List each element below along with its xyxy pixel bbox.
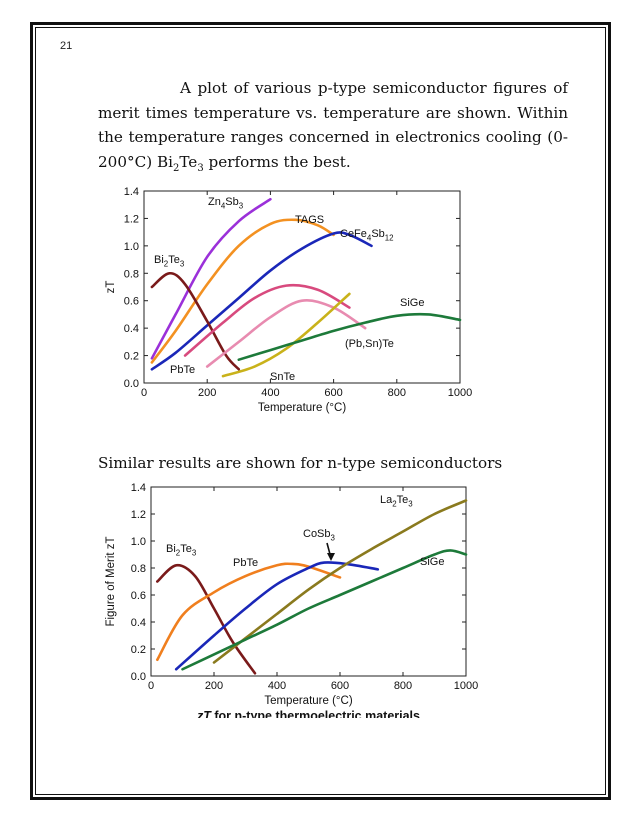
y-tick-label: 0.0 xyxy=(124,378,139,390)
plot-frame xyxy=(150,486,467,677)
x-tick-label: 1000 xyxy=(454,680,478,692)
series-line-zn4sb3 xyxy=(150,197,272,360)
y-tick-label: 1.2 xyxy=(124,213,139,225)
series-line-sige xyxy=(181,549,468,671)
chart-title: zT for n-type thermoelectric materials xyxy=(196,709,420,718)
y-tick-label: 1.4 xyxy=(131,482,146,494)
series-line-cosb3 xyxy=(174,561,380,671)
x-tick-label: 600 xyxy=(324,387,342,399)
x-tick-label: 0 xyxy=(141,387,147,399)
paragraph-text-end: performs the best. xyxy=(203,152,351,171)
y-tick-label: 0.4 xyxy=(124,323,139,335)
y-tick-label: 1.4 xyxy=(124,186,139,198)
x-tick-label: 400 xyxy=(268,680,286,692)
y-tick-label: 1.0 xyxy=(124,241,139,253)
cosb3-arrow-head xyxy=(327,553,335,561)
x-tick-label: 1000 xyxy=(448,387,472,399)
series-label-cosb3: CoSb3 xyxy=(303,528,336,542)
y-tick-label: 0.8 xyxy=(131,563,146,575)
x-tick-label: 0 xyxy=(148,680,154,692)
page-border-inner xyxy=(35,27,606,795)
page-border-outer xyxy=(30,22,611,800)
y-axis-label: Figure of Merit zT xyxy=(105,536,117,626)
series-line-sige xyxy=(237,312,462,361)
x-tick-label: 600 xyxy=(331,680,349,692)
paragraph-text-mid: Te xyxy=(179,152,198,171)
y-tick-label: 1.0 xyxy=(131,536,146,548)
series-line-pbte xyxy=(183,283,351,357)
series-line-pbte xyxy=(156,562,342,662)
x-tick-label: 800 xyxy=(394,680,412,692)
x-tick-label: 200 xyxy=(205,680,223,692)
series-line-bi2te3 xyxy=(150,271,241,371)
series-label-cefe4sb12: CeFe4Sb12 xyxy=(340,228,394,242)
y-tick-label: 0.6 xyxy=(131,590,146,602)
y-tick-label: 0.8 xyxy=(124,268,139,280)
series-label-sige: SiGe xyxy=(420,556,444,568)
series-label-pbte: PbTe xyxy=(233,557,258,569)
series-label-bi2te3: Bi2Te3 xyxy=(154,254,185,268)
series-label-la2te3: La2Te3 xyxy=(380,494,413,508)
series-label-tags: TAGS xyxy=(295,214,324,226)
series-label-pbte: PbTe xyxy=(170,364,195,376)
paragraph-subscript-1: 2 xyxy=(172,162,180,174)
series-line-pb-sn-te xyxy=(205,299,367,368)
series-line-tags xyxy=(150,218,335,364)
y-tick-label: 0.6 xyxy=(124,296,139,308)
x-tick-label: 400 xyxy=(261,387,279,399)
paragraph-text: A plot of various p-type semiconductor f… xyxy=(98,79,568,171)
n-type-caption: Similar results are shown for n-type sem… xyxy=(98,454,503,472)
n-type-zt-chart: 0 200 400 600 800 1000 0.0 0.2 0.4 0.6 0.8 1.0 1.2 1.… xyxy=(105,482,478,718)
series-label-bi2te3: Bi2Te3 xyxy=(166,543,197,557)
y-tick-label: 0.4 xyxy=(131,617,146,629)
series-label-sige: SiGe xyxy=(400,297,424,309)
series-line-snte xyxy=(221,292,351,378)
y-tick-label: 0.0 xyxy=(131,671,146,683)
y-tick-label: 1.2 xyxy=(131,509,146,521)
x-axis-label: Temperature (°C) xyxy=(258,402,346,414)
p-type-zt-chart: 0 200 400 600 800 1000 0.0 0.2 0.4 0.6 0.8 1.0 1.2 1.… xyxy=(105,186,472,414)
paragraph-subscript-2: 3 xyxy=(197,162,204,174)
series-line-cefe4sb12 xyxy=(150,231,373,371)
series-label-zn4sb3: Zn4Sb3 xyxy=(208,196,244,210)
y-axis-label: zT xyxy=(105,281,117,294)
plot-frame xyxy=(143,190,461,384)
y-tick-label: 0.2 xyxy=(124,351,139,363)
x-tick-label: 800 xyxy=(388,387,406,399)
series-line-la2te3 xyxy=(212,499,468,664)
y-tick-label: 0.2 xyxy=(131,644,146,656)
series-label-snte: SnTe xyxy=(270,371,295,383)
x-tick-label: 200 xyxy=(198,387,216,399)
x-axis-label: Temperature (°C) xyxy=(264,695,352,707)
intro-paragraph: A plot of various p-type semiconductor f… xyxy=(98,76,568,174)
page-number: 21 xyxy=(60,40,73,52)
series-label-pb-sn-te: (Pb,Sn)Te xyxy=(345,338,394,350)
